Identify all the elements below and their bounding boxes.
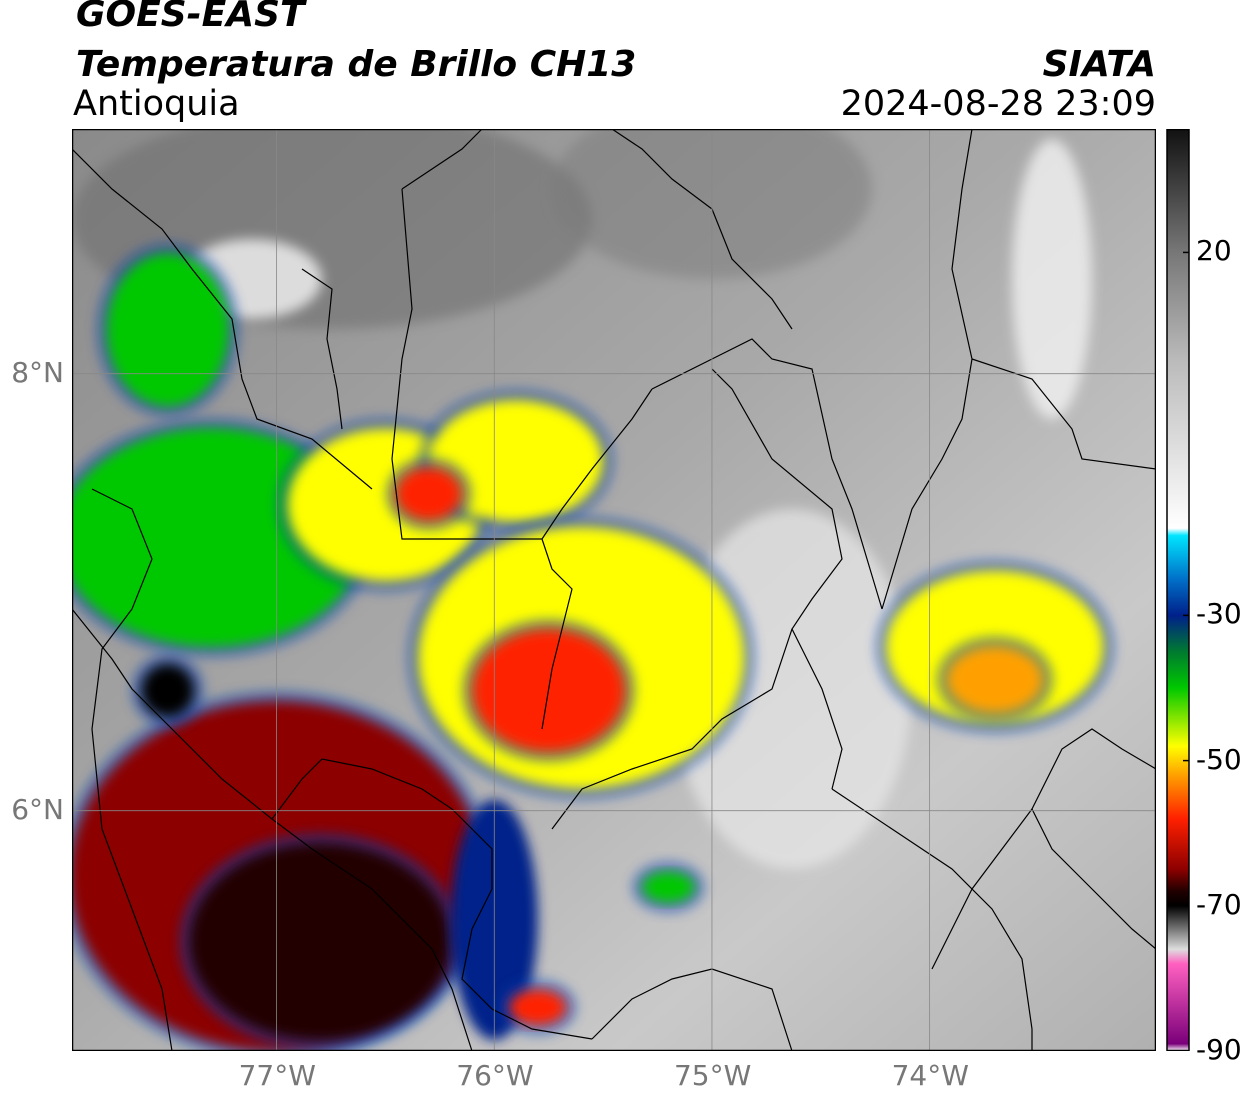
department-border: [541, 538, 573, 730]
colorbar-tick-label: -50: [1196, 742, 1242, 776]
department-border: [551, 628, 793, 830]
grid-lines: [72, 129, 1156, 1051]
department-border: [91, 488, 173, 1051]
cloud-cell-14: [947, 646, 1043, 713]
coastline: [301, 268, 343, 430]
department-border: [711, 368, 843, 790]
colorbar: [1166, 129, 1190, 1051]
organization-label: SIATA: [1042, 44, 1156, 85]
cloud-cell-0: [106, 253, 229, 407]
datetime-label: 2024-08-28 23:09: [840, 84, 1156, 124]
department-border: [831, 788, 1033, 1051]
cool-haze: [1012, 139, 1092, 419]
colorbar-frame: [1166, 129, 1190, 1051]
cloud-cell-9: [141, 664, 194, 717]
region-label: Antioquia: [73, 84, 240, 124]
coastline: [72, 148, 373, 490]
cloud-layer: [72, 243, 1114, 1051]
colorbar-tick-label: -30: [1196, 597, 1242, 631]
lon-tick-label: 74°W: [891, 1059, 969, 1092]
cloud-cell-11: [509, 989, 567, 1025]
lat-tick-label: 6°N: [11, 792, 64, 826]
department-border: [651, 338, 883, 610]
department-border: [391, 188, 653, 540]
colorbar-tick-label: 20: [1196, 234, 1232, 268]
lon-tick-label: 75°W: [673, 1059, 752, 1092]
brightness-temperature-map: [72, 129, 1156, 1051]
department-border: [271, 758, 453, 820]
cloud-cell-3: [428, 399, 604, 523]
department-border: [591, 968, 793, 1051]
cloud-cell-8: [189, 843, 451, 1041]
lon-tick-label: 77°W: [238, 1059, 316, 1092]
cloud-cell-4: [396, 467, 462, 521]
colorbar-fill: [1167, 129, 1189, 1051]
lat-tick-label: 8°N: [11, 355, 64, 389]
product-title: Temperatura de Brillo CH13: [76, 44, 637, 85]
department-border: [451, 808, 593, 1040]
department-border: [881, 129, 973, 610]
department-border: [931, 808, 1033, 970]
satellite-title: GOES-EAST: [76, 0, 305, 35]
colorbar-tick-label: -90: [1196, 1033, 1242, 1066]
cloud-cell-12: [642, 871, 695, 903]
lon-tick-label: 76°W: [456, 1059, 534, 1092]
department-border: [971, 358, 1156, 470]
department-border: [401, 129, 483, 190]
colorbar-tick-label: -70: [1196, 887, 1242, 921]
map-frame: [72, 129, 1156, 1051]
borders: [72, 129, 1156, 1051]
